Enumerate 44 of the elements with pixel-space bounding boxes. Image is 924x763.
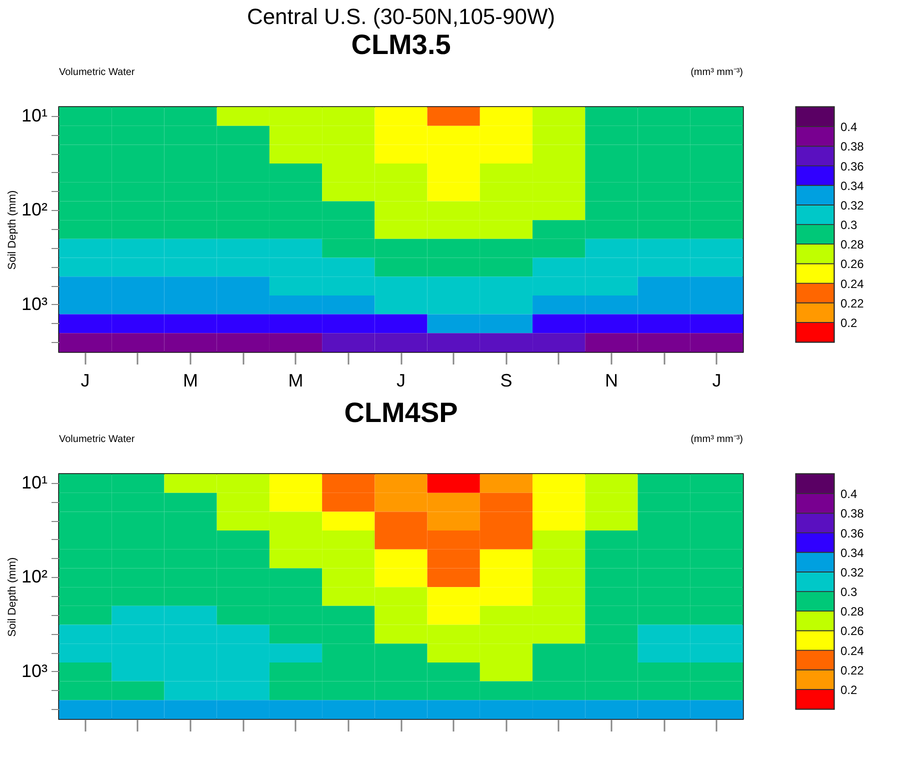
color-bar-label: 0.2 xyxy=(840,316,858,330)
color-bar-label: 0.3 xyxy=(840,585,858,599)
color-bar-label: 0.32 xyxy=(840,565,864,580)
y-tick-label: 10² xyxy=(21,200,48,220)
color-bar-label: 0.38 xyxy=(840,140,864,154)
x-tick-label: J xyxy=(712,370,722,390)
color-bar-label: 0.36 xyxy=(840,526,864,540)
x-tick-label: M xyxy=(288,370,304,390)
y-tick-label: 10³ xyxy=(21,660,48,681)
y-axis-title: Soil Depth (mm) xyxy=(6,557,18,637)
color-bar-label: 0.3 xyxy=(840,218,858,232)
color-bar-label: 0.22 xyxy=(840,296,864,310)
color-bar-label: 0.36 xyxy=(840,159,864,174)
color-bar-label: 0.34 xyxy=(840,546,864,560)
chart-subtitle: CLM3.5 xyxy=(351,29,451,60)
color-bar-label: 0.24 xyxy=(840,276,864,291)
text: Volumetric Water xyxy=(59,434,136,445)
x-tick-label: N xyxy=(604,370,618,390)
color-bar-label: 0.2 xyxy=(840,682,858,697)
color-bar-label: 0.24 xyxy=(840,644,864,658)
color-bar-label: 0.38 xyxy=(840,506,864,521)
y-tick-label: 10¹ xyxy=(21,105,48,126)
y-tick-label: 10³ xyxy=(21,294,48,314)
text: (mm³ mm⁻³) xyxy=(690,67,743,78)
color-bar-label: 0.26 xyxy=(840,257,864,272)
color-bar-label: 0.28 xyxy=(840,604,864,619)
color-bar-label: 0.28 xyxy=(840,238,864,252)
text: (mm³ mm⁻³) xyxy=(690,434,743,445)
x-tick-label: J xyxy=(80,370,90,390)
chart-title: CLM4SP xyxy=(344,397,458,428)
x-tick-label: M xyxy=(183,370,198,390)
y-tick-label: 10² xyxy=(21,566,48,587)
y-axis-title: Soil Depth (mm) xyxy=(6,190,18,270)
color-bar-label: 0.32 xyxy=(840,198,864,212)
chart-title: Central U.S. (30-50N,105-90W) xyxy=(246,4,556,29)
color-bar-label: 0.22 xyxy=(840,663,864,678)
y-tick-label: 10¹ xyxy=(21,472,48,492)
color-bar-label: 0.34 xyxy=(840,178,864,193)
x-tick-label: S xyxy=(500,370,512,390)
color-bar-label: 0.4 xyxy=(840,120,858,134)
text: Volumetric Water xyxy=(59,67,136,78)
x-tick-label: J xyxy=(396,370,406,390)
color-bar-label: 0.26 xyxy=(840,624,864,638)
color-bar-label: 0.4 xyxy=(840,487,858,502)
